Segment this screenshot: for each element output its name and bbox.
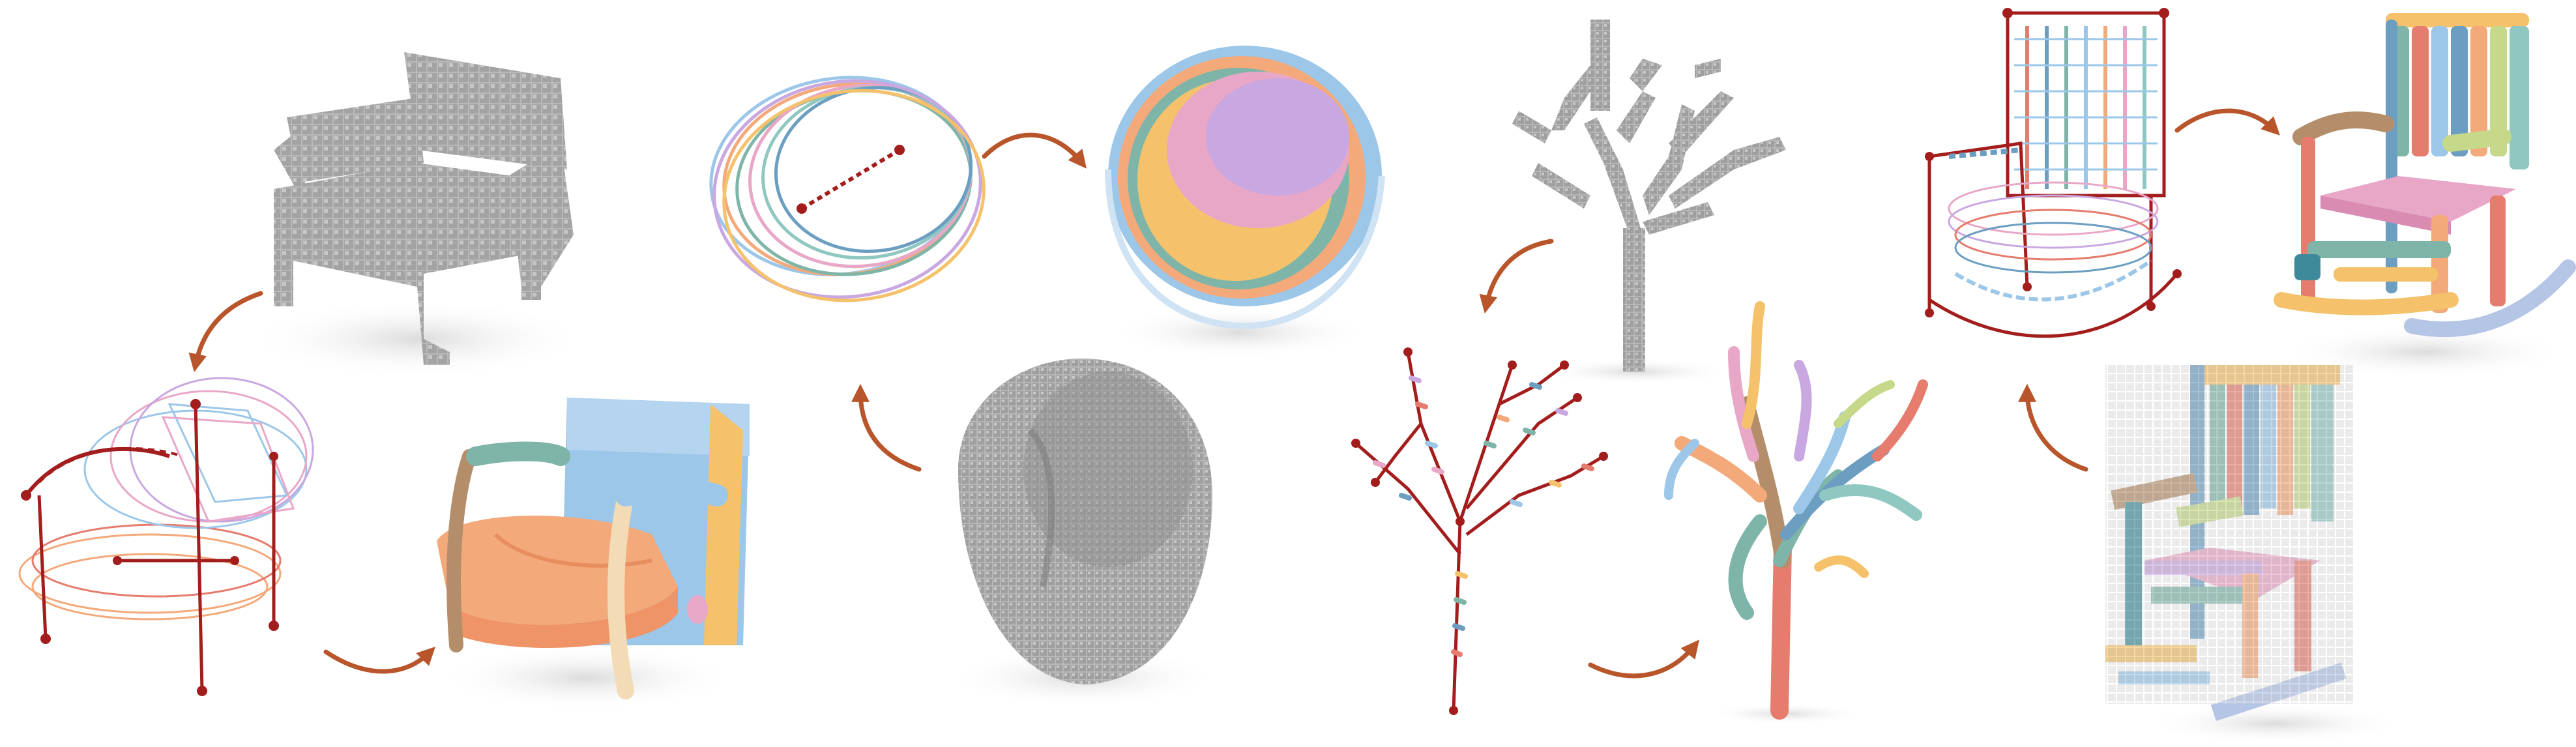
- tree-curve-skeleton: [1351, 347, 1608, 715]
- arrow-tree-skeleton-to-assembly: [1588, 639, 1700, 679]
- bowl-curve-skeleton: [709, 76, 986, 302]
- arrow-bowl-skeleton-to-assembly: [982, 132, 1087, 169]
- armchair-primitive-assembly: [437, 398, 750, 710]
- arrow-tree-voxel-to-skeleton: [1479, 239, 1554, 314]
- curved-arrows: [188, 108, 2280, 679]
- arrow-rocking-voxel-to-skeleton: [2018, 383, 2088, 472]
- arrow-rocking-skeleton-to-assembly: [2174, 108, 2280, 136]
- tree-voxel-model: [1512, 20, 1786, 385]
- tree-primitive-assembly: [1664, 301, 1928, 724]
- arrow-armchair-skeleton-to-assembly: [323, 647, 435, 674]
- armchair-voxel-model: [248, 52, 587, 378]
- rocking-chair-curve-skeleton: [1925, 8, 2182, 338]
- rocking-chair-voxel-model: [2105, 365, 2405, 743]
- rocking-chair-primitive-assembly: [2274, 13, 2576, 378]
- bowl-voxel-model: [945, 359, 1219, 707]
- arrow-armchair-voxel-to-skeleton: [188, 291, 263, 372]
- bowl-primitive-assembly: [1105, 46, 1385, 359]
- armchair-curve-skeleton: [18, 377, 314, 696]
- arrow-bowl-voxel-to-skeleton: [851, 383, 922, 472]
